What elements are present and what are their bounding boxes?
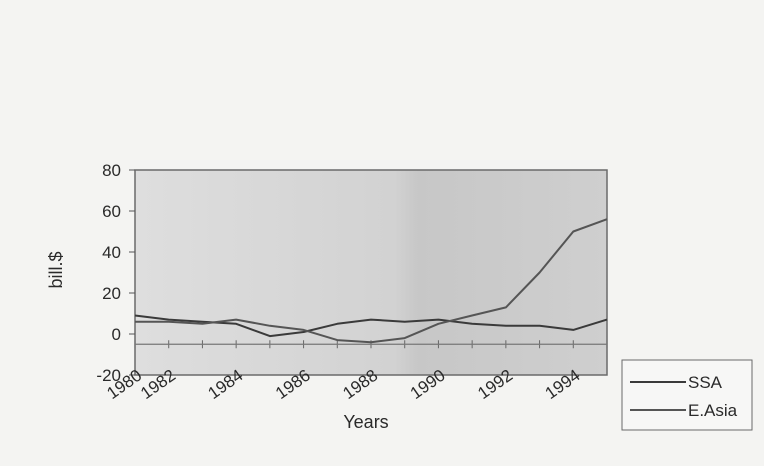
- y-tick-label: 60: [102, 202, 121, 221]
- legend-label: E.Asia: [688, 401, 738, 420]
- legend: SSA E.Asia: [621, 359, 753, 431]
- y-axis-ticks: 80 60 40 20 0 -20: [96, 161, 135, 385]
- y-tick-label: 40: [102, 243, 121, 262]
- y-tick-label: -20: [96, 366, 121, 385]
- y-axis-label: bill.$: [46, 251, 66, 288]
- y-tick-label: 80: [102, 161, 121, 180]
- legend-label: SSA: [688, 373, 723, 392]
- series-layer: [134, 218, 608, 344]
- series-line-e-asia: [135, 218, 608, 344]
- legend-box: [621, 359, 753, 431]
- y-tick-label: 0: [112, 325, 121, 344]
- y-tick-label: 20: [102, 284, 121, 303]
- x-axis-label: Years: [343, 412, 388, 432]
